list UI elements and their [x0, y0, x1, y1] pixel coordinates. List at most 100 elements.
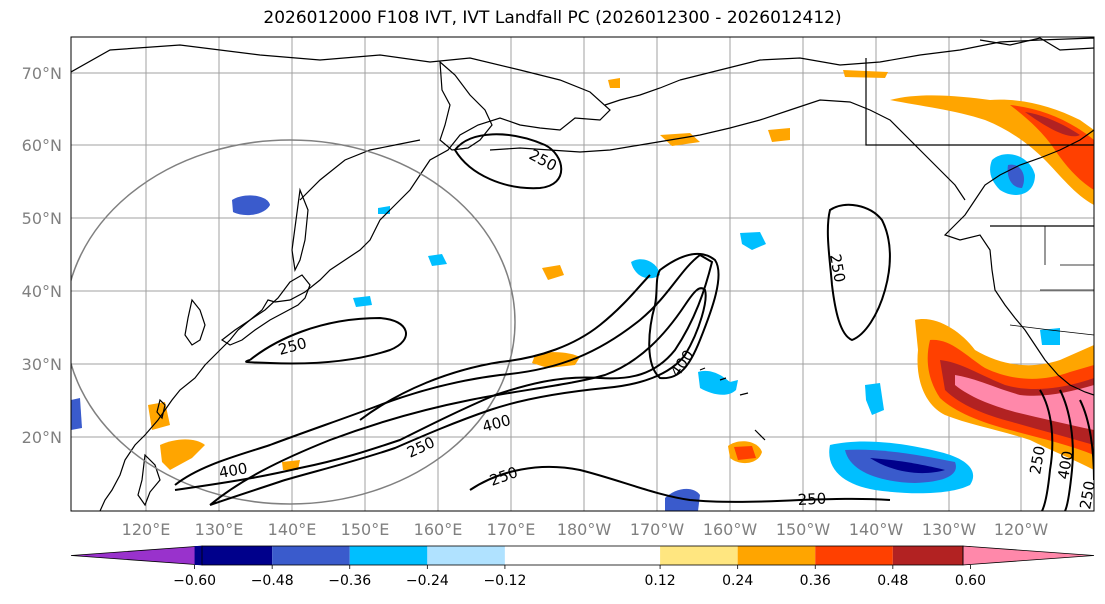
lon-label: 140°E	[268, 520, 317, 539]
ivt-contours	[174, 133, 1094, 511]
shade-negative-kamchatka	[232, 195, 270, 216]
colorbar-tick-label: −0.12	[483, 573, 526, 589]
extend-min-triangle-icon	[70, 545, 203, 566]
shade-negative-hawaii	[698, 370, 738, 395]
shade-negative-south	[665, 488, 700, 511]
coast-sakhalin	[291, 187, 309, 272]
shade-negative-north	[378, 206, 390, 214]
colorbar-segment	[892, 546, 971, 565]
coast-alaska-gulf	[759, 99, 966, 201]
colorbar: −0.60 −0.48 −0.36 −0.24 −0.12 0.12 0.24 0.36 0.4…	[70, 545, 1095, 589]
lat-label: 60°N	[22, 136, 62, 155]
coast-hawaii	[699, 367, 766, 441]
shade-negative-dateline	[428, 254, 447, 266]
colorbar-tick-label: −0.60	[173, 573, 216, 589]
colorbar-tick-label: 0.36	[800, 573, 831, 589]
map-title: 2026012000 F108 IVT, IVT Landfall PC (20…	[263, 8, 842, 28]
contour-250-okhotsk	[453, 133, 563, 190]
clabel-12: 400	[1054, 449, 1077, 480]
colorbar-tick-label: 0.48	[877, 573, 908, 589]
shade-red-alaska	[1010, 105, 1094, 190]
contour-250-east2	[1039, 389, 1054, 511]
shade-negative-hawaii-east-3	[870, 458, 945, 474]
shade-positive-mid	[542, 265, 564, 280]
coast-korea	[184, 298, 206, 346]
coast-asia	[71, 44, 611, 511]
colorbar-segment	[737, 546, 816, 565]
colorbar-segment	[815, 546, 893, 565]
shade-negative-mexico	[1040, 328, 1060, 345]
coast-alaska	[679, 37, 1094, 396]
border-alaska	[865, 58, 1094, 146]
shade-negative-midpac-2	[740, 232, 766, 250]
colorbar-tick-label: 0.24	[722, 573, 753, 589]
longitude-labels: 120°E 130°E 140°E 150°E 160°E 170°E 180°W 170°W…	[122, 520, 1049, 539]
coast-aleutians	[489, 119, 761, 153]
colorbar-segment	[194, 546, 273, 565]
clabel-11: 250	[1076, 479, 1099, 510]
contour-250-east	[826, 203, 891, 342]
lon-label: 150°W	[776, 520, 831, 539]
contour-250-ring	[359, 274, 651, 421]
colorbar-segment	[660, 546, 738, 565]
border-mexico	[1009, 324, 1094, 336]
colorbar-outline	[201, 545, 964, 566]
shade-positive-philippine	[282, 460, 300, 470]
contour-400-main	[209, 287, 707, 506]
lat-label: 50°N	[22, 209, 62, 228]
lon-label: 170°W	[630, 520, 685, 539]
coast-alaska-north	[604, 79, 681, 106]
latitude-labels: 70°N 60°N 50°N 40°N 30°N 20°N	[22, 64, 62, 447]
lon-label: 170°E	[487, 520, 536, 539]
colorbar-segment	[272, 546, 350, 565]
shade-negative-bc-2	[1007, 164, 1025, 188]
coast-okhotsk	[299, 139, 421, 201]
map-area	[71, 37, 1094, 511]
lon-label: 130°W	[922, 520, 977, 539]
colorbar-segment	[504, 546, 661, 565]
lon-label: 150°E	[341, 520, 390, 539]
lon-label: 140°W	[849, 520, 904, 539]
map-frame	[70, 36, 1095, 512]
colorbar-tick-label: −0.36	[328, 573, 371, 589]
lat-label: 40°N	[22, 282, 62, 301]
colorbar-tick-label: 0.12	[644, 573, 675, 589]
coast-japan	[220, 274, 311, 346]
shade-negative-east-pac	[865, 383, 884, 415]
lat-label: 20°N	[22, 428, 62, 447]
contour-250-main	[174, 253, 714, 491]
lon-label: 120°W	[994, 520, 1049, 539]
colorbar-tick-label: −0.48	[251, 573, 294, 589]
contour-250-south	[469, 465, 891, 503]
coast-taiwan	[156, 398, 166, 420]
lon-label: 160°E	[414, 520, 463, 539]
shade-pink-east	[955, 375, 1094, 430]
ivt-shading	[71, 70, 1094, 511]
colorbar-segment	[427, 546, 505, 565]
lat-label: 30°N	[22, 355, 62, 374]
lon-label: 120°E	[122, 520, 171, 539]
border-states	[1040, 226, 1094, 291]
shade-negative-sw	[71, 398, 82, 430]
clabel-10: 250	[1026, 444, 1049, 475]
clabel-9: 400	[218, 459, 249, 482]
coastlines	[71, 37, 1094, 511]
contour-400-loop	[648, 252, 720, 380]
colorbar-segment	[349, 546, 428, 565]
clabel-2: 250	[826, 253, 849, 284]
shade-negative-japan-east	[353, 296, 372, 307]
contour-400-east	[1059, 389, 1074, 511]
clabel-8: 250	[797, 490, 827, 509]
shade-positive-taiwan	[160, 439, 205, 470]
shade-darkred-alaska	[1025, 112, 1080, 137]
coast-arctic-islands	[979, 37, 1094, 51]
shade-positive-central	[532, 352, 580, 368]
lon-label: 160°W	[703, 520, 758, 539]
landfall-circle	[71, 139, 516, 505]
colorbar-tick-label: −0.24	[406, 573, 449, 589]
coast-kamchatka	[439, 60, 493, 151]
lon-label: 180°W	[557, 520, 612, 539]
shade-negative-midpac	[631, 259, 660, 279]
colorbar-tick-label: 0.60	[955, 573, 986, 589]
